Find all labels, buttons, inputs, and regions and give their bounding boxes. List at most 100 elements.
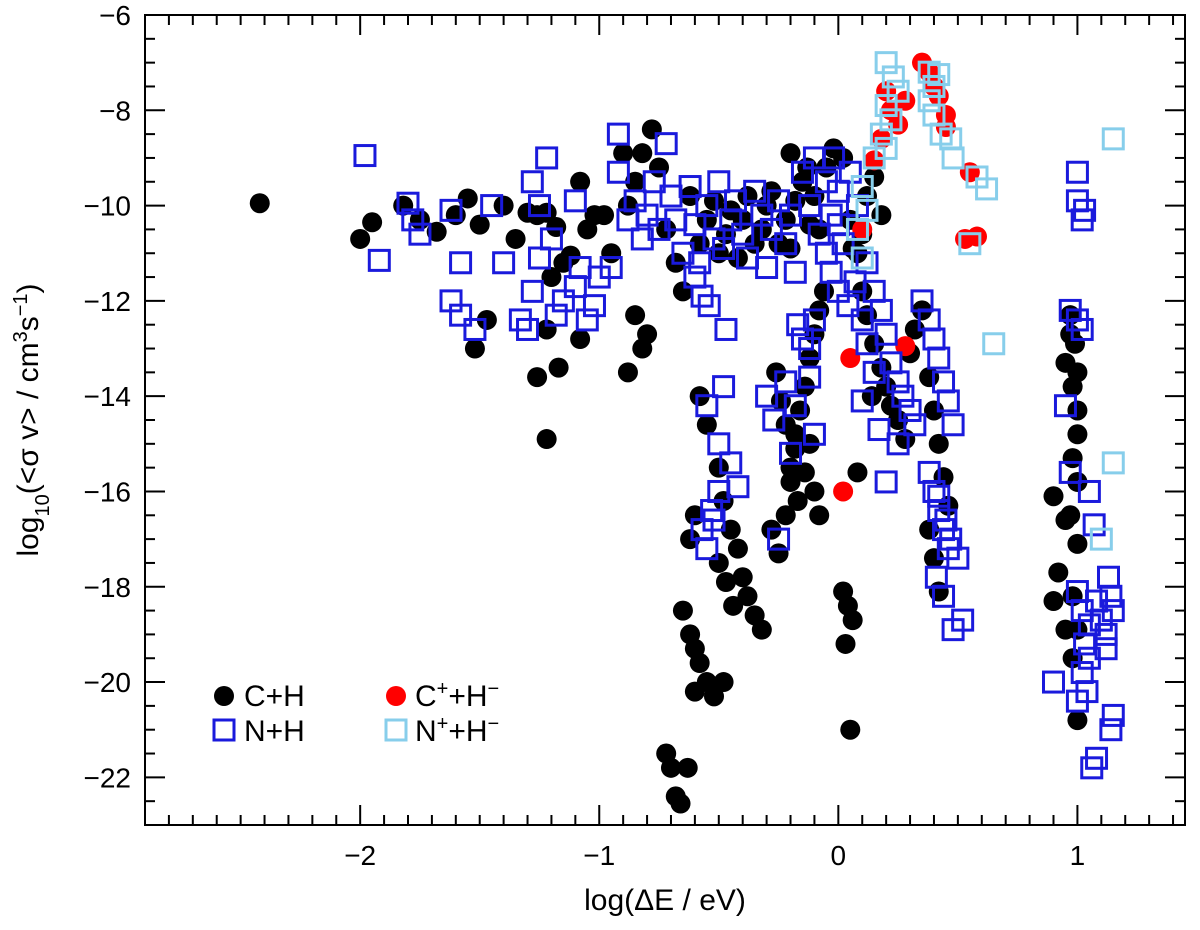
data-point [1067, 710, 1088, 731]
data-point [594, 205, 615, 226]
data-point [623, 189, 647, 213]
legend-label-c-h: C+H [244, 680, 305, 713]
legend-label-np-hm: N++H− [415, 713, 499, 748]
data-point [768, 543, 789, 564]
data-point [838, 160, 862, 184]
data-point [874, 470, 898, 494]
data-point [951, 608, 975, 632]
data-point [401, 208, 425, 232]
y-label-sub: 10 [32, 494, 54, 516]
data-point [350, 228, 371, 249]
data-point [1094, 637, 1118, 661]
y-tick-label: −10 [84, 191, 132, 222]
data-point [445, 205, 466, 226]
data-point [536, 202, 557, 223]
legend: C+H C++H− N+H N++H− [212, 678, 499, 748]
data-point [617, 195, 638, 216]
data-point [862, 360, 886, 384]
data-point [1067, 533, 1088, 554]
data-point [1060, 505, 1081, 526]
y-tick-label: −22 [84, 762, 132, 793]
data-point [536, 429, 557, 450]
data-point [712, 236, 736, 260]
data-point [635, 203, 659, 227]
data-point [737, 186, 758, 207]
data-point [449, 251, 473, 275]
data-point [864, 150, 885, 171]
data-point [353, 144, 377, 168]
data-point [1099, 718, 1123, 742]
data-point [783, 260, 807, 284]
data-point [975, 177, 999, 201]
data-points [249, 51, 1125, 814]
data-point [563, 275, 587, 299]
data-point [672, 281, 693, 302]
data-point [439, 198, 463, 222]
data-point [895, 336, 916, 357]
data-point [874, 51, 898, 75]
data-point [684, 681, 705, 702]
data-point [871, 205, 892, 226]
data-point [732, 209, 753, 230]
data-point [1089, 527, 1113, 551]
data-point [688, 251, 712, 275]
data-point [396, 191, 420, 215]
data-point [1060, 305, 1081, 326]
data-point [469, 214, 490, 235]
data-point [891, 384, 915, 408]
data-point [1067, 400, 1088, 421]
data-point [798, 337, 822, 361]
axis-tick-labels: −2 −1 0 1−6−8−10−12−14−16−18−20−22 [84, 0, 1086, 871]
y-label-sup1: 3 [10, 331, 32, 342]
y-tick-label: −20 [84, 667, 132, 698]
y-label-post: ) [12, 283, 45, 293]
data-point [1073, 198, 1097, 222]
data-point [641, 119, 662, 140]
data-point [927, 484, 951, 508]
data-point [927, 346, 951, 370]
data-point [551, 289, 575, 313]
data-point [787, 491, 808, 511]
data-point [617, 362, 638, 383]
legend-marker-cp-hm [386, 686, 406, 706]
y-axis-label: log10(<σ v> / cm3s−1) [10, 283, 54, 556]
data-point [449, 303, 473, 327]
data-point [898, 398, 922, 422]
data-point [1077, 479, 1101, 503]
data-point [936, 389, 960, 413]
data-point [762, 408, 786, 432]
data-point [857, 305, 878, 326]
data-point [780, 471, 801, 492]
data-point [712, 375, 736, 399]
data-point [852, 219, 873, 240]
data-point [743, 179, 767, 203]
data-point [755, 384, 779, 408]
data-point [704, 190, 725, 211]
data-point [702, 508, 726, 532]
data-point [770, 390, 791, 411]
data-point [660, 757, 681, 778]
data-point [888, 410, 909, 430]
data-point [695, 537, 719, 561]
y-label-mid2: s [12, 316, 45, 331]
y-tick-label: −6 [99, 0, 131, 31]
data-point [1094, 622, 1118, 646]
data-point [464, 338, 485, 359]
data-point [708, 243, 729, 264]
data-point [845, 217, 869, 241]
y-label-sup2: −1 [10, 293, 32, 316]
data-point [408, 222, 432, 246]
y-tick-label: −12 [84, 286, 132, 317]
data-point [601, 243, 622, 264]
data-point [541, 267, 562, 288]
data-point [625, 305, 646, 326]
series-c-h [249, 119, 1088, 814]
data-point [696, 414, 717, 435]
data-point [493, 195, 514, 216]
data-point [1070, 317, 1094, 341]
data-point [864, 333, 885, 354]
data-point [809, 505, 830, 526]
y-label-mid: (<σ v> / cm [12, 342, 45, 494]
data-point [606, 160, 630, 184]
